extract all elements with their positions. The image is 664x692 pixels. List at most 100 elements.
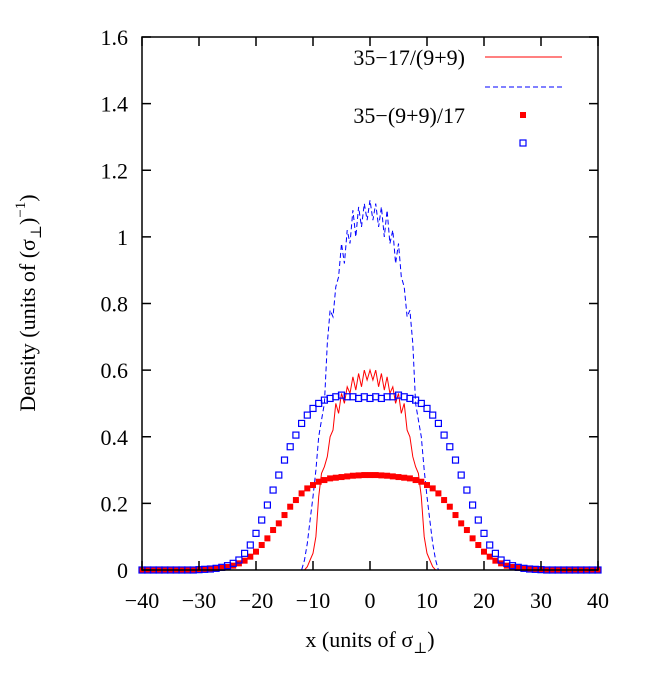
data-point xyxy=(395,474,402,481)
y-tick-label: 0.6 xyxy=(101,358,129,383)
data-point xyxy=(463,486,471,494)
axis-ticks: −40 −30 −20 −10 0 10 20 30 40 0 0.2 0.4 0.6 0.8 1 1.2 1.… xyxy=(101,25,610,613)
legend-swatch xyxy=(520,112,526,118)
data-point xyxy=(241,557,248,564)
data-point xyxy=(503,562,510,569)
x-tick-label: 20 xyxy=(473,588,495,613)
data-point xyxy=(264,535,271,542)
data-point xyxy=(446,503,453,510)
data-point xyxy=(355,472,362,479)
data-point xyxy=(338,474,345,481)
data-point xyxy=(458,520,465,527)
data-point xyxy=(378,472,385,479)
y-tick-label: 1 xyxy=(117,225,128,250)
x-tick-label: 40 xyxy=(587,588,609,613)
data-point xyxy=(252,529,260,537)
data-point xyxy=(389,473,396,480)
data-point xyxy=(309,404,317,413)
x-tick-label: −30 xyxy=(182,588,216,613)
data-point xyxy=(423,404,431,413)
data-point xyxy=(441,497,448,504)
data-point xyxy=(218,565,225,572)
data-point xyxy=(269,486,277,494)
data-point xyxy=(315,478,322,485)
legend-entry: 35−17/(9+9) xyxy=(353,45,562,70)
data-point xyxy=(435,490,442,497)
x-tick-label: 30 xyxy=(530,588,552,613)
y-tick-label: 0.2 xyxy=(101,491,129,516)
data-point xyxy=(492,557,499,564)
data-point xyxy=(372,472,379,479)
data-point xyxy=(520,565,527,572)
x-tick-label: −10 xyxy=(296,588,330,613)
data-point xyxy=(429,485,436,492)
data-point xyxy=(509,564,516,571)
data-point xyxy=(401,474,408,481)
legend-swatch xyxy=(519,139,527,147)
y-tick-label: 1.4 xyxy=(101,92,129,117)
data-point xyxy=(486,553,493,560)
data-point xyxy=(486,541,494,549)
data-point xyxy=(469,501,477,509)
data-point xyxy=(292,431,300,439)
legend: 35−17/(9+9) 35−(9+9)/17 xyxy=(353,45,562,147)
series-1 xyxy=(142,200,598,571)
data-point xyxy=(213,565,220,572)
plot-marks xyxy=(138,200,602,574)
data-point xyxy=(258,516,266,524)
x-tick-label: −20 xyxy=(239,588,273,613)
data-point xyxy=(491,549,499,557)
data-point xyxy=(349,472,356,479)
data-point xyxy=(526,566,533,573)
data-point xyxy=(298,490,305,497)
data-point xyxy=(275,520,282,527)
legend-label: 35−17/(9+9) xyxy=(353,45,465,70)
series-line xyxy=(142,200,598,571)
data-point xyxy=(235,556,243,564)
data-point xyxy=(241,549,249,557)
data-point xyxy=(434,419,442,428)
x-tick-label: 10 xyxy=(416,588,438,613)
data-point xyxy=(344,473,351,480)
data-point xyxy=(327,475,334,482)
data-point xyxy=(469,535,476,542)
data-point xyxy=(463,527,470,534)
data-point xyxy=(440,431,448,439)
data-point xyxy=(367,472,373,479)
data-point xyxy=(332,474,339,481)
data-point xyxy=(417,399,425,408)
data-point xyxy=(481,548,487,555)
data-point xyxy=(258,542,265,549)
y-tick-label: 1.2 xyxy=(101,158,129,183)
data-point xyxy=(321,477,328,484)
y-tick-label: 0 xyxy=(117,558,128,583)
data-point xyxy=(451,456,460,464)
series-3 xyxy=(138,391,602,574)
y-tick-label: 0.8 xyxy=(101,292,129,317)
legend-label: 35−(9+9)/17 xyxy=(353,103,465,128)
data-point xyxy=(384,472,391,479)
data-point xyxy=(452,512,459,519)
series-0 xyxy=(142,368,598,571)
y-tick-label: 1.6 xyxy=(101,25,129,50)
data-point xyxy=(412,477,419,484)
x-tick-label: −40 xyxy=(125,588,159,613)
data-point xyxy=(207,566,214,573)
x-tick-label: 0 xyxy=(365,588,376,613)
data-point xyxy=(263,501,271,509)
data-point xyxy=(298,419,306,428)
data-point xyxy=(424,482,430,489)
data-point xyxy=(446,443,454,451)
data-point xyxy=(281,512,288,519)
data-point xyxy=(247,553,254,560)
data-point xyxy=(304,485,311,492)
data-point xyxy=(253,548,259,555)
data-point xyxy=(418,478,425,485)
data-point xyxy=(361,472,368,479)
data-point xyxy=(310,482,316,489)
series-line xyxy=(142,368,598,571)
data-point xyxy=(303,411,311,419)
x-axis-label: x (units of σ⊥) xyxy=(305,627,434,657)
data-point xyxy=(366,394,374,403)
